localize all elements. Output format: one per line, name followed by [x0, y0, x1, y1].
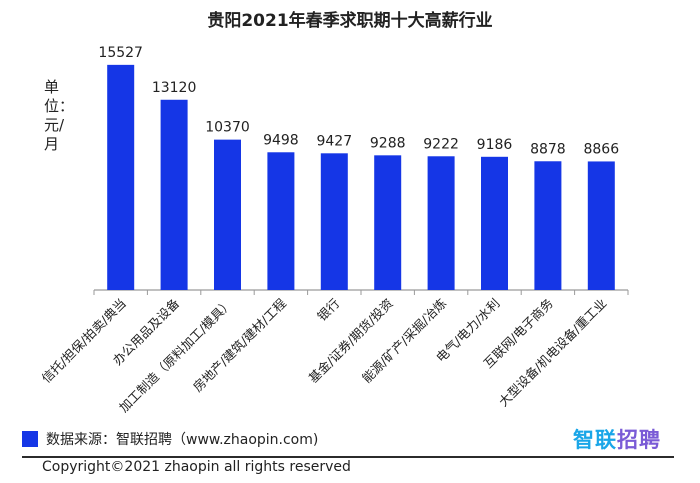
bar-value-label: 9498 [263, 132, 299, 148]
source-text: 数据来源：智联招聘（www.zhaopin.com) [46, 432, 319, 448]
x-tick-label: 大型设备/机电设备/重工业 [496, 296, 610, 410]
bar [214, 139, 241, 290]
bar-value-label: 8878 [530, 141, 566, 157]
bar-value-label: 9186 [477, 137, 513, 153]
bar [320, 153, 348, 290]
bar [160, 99, 188, 290]
bar-value-label: 15527 [98, 45, 143, 61]
bar [481, 156, 508, 290]
bar-value-label: 10370 [205, 120, 250, 136]
bar-value-label: 8866 [583, 141, 619, 157]
x-tick-label: 银行 [314, 296, 342, 324]
bar [534, 161, 562, 290]
chart-title: 贵阳2021年春季求职期十大高薪行业 [207, 11, 493, 31]
source-legend-swatch [22, 431, 38, 447]
bar-value-label: 9288 [370, 135, 406, 151]
bar [374, 155, 402, 290]
footer-divider [22, 456, 674, 458]
bar-value-label: 13120 [152, 80, 197, 96]
bar [427, 156, 455, 290]
bar [267, 152, 295, 290]
bar-value-label: 9427 [316, 133, 352, 149]
bar [107, 64, 135, 291]
x-tick-label: 房地产/建筑/建材/工程 [190, 295, 289, 394]
x-tick-label: 信托/担保/拍卖/典当 [39, 296, 129, 386]
bar-value-label: 9222 [423, 136, 459, 152]
zhaopin-logo: 智联招聘 [573, 428, 661, 452]
bar [587, 161, 615, 290]
copyright-text: Copyright©2021 zhaopin all rights reserv… [42, 459, 351, 475]
